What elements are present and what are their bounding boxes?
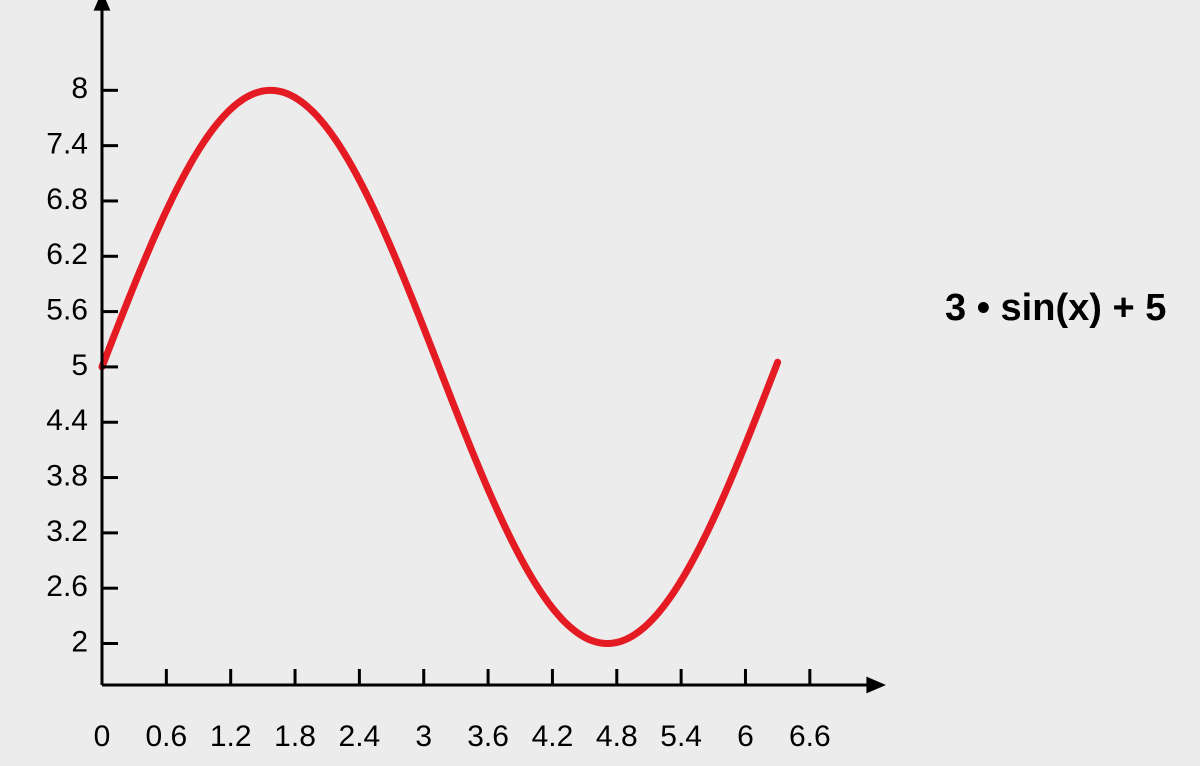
x-tick-label: 1.8 xyxy=(274,720,316,753)
y-tick-label: 6.2 xyxy=(46,238,88,271)
x-tick-label: 3 xyxy=(415,720,432,753)
formula-label: 3 • sin(x) + 5 xyxy=(945,287,1166,329)
x-tick-label: 6.6 xyxy=(789,720,831,753)
x-tick-label: 0 xyxy=(94,720,111,753)
x-tick-label: 2.4 xyxy=(339,720,381,753)
y-tick-label: 2 xyxy=(71,625,88,658)
y-tick-label: 5.6 xyxy=(46,294,88,327)
y-tick-label: 5 xyxy=(71,349,88,382)
x-tick-label: 4.8 xyxy=(596,720,638,753)
chart-background xyxy=(0,0,1200,766)
sine-chart: 0 0.6 1.2 1.8 2.4 3 3.6 4.2 4.8 5.4 6 6.6 2 2.6 3.2 3.8… xyxy=(0,0,1200,766)
x-tick-label: 4.2 xyxy=(532,720,574,753)
y-tick-label: 3.8 xyxy=(46,459,88,492)
x-tick-label: 3.6 xyxy=(467,720,509,753)
y-tick-label: 6.8 xyxy=(46,183,88,216)
x-tick-label: 6 xyxy=(737,720,754,753)
y-tick-label: 2.6 xyxy=(46,570,88,603)
y-tick-label: 4.4 xyxy=(46,404,88,437)
y-tick-label: 7.4 xyxy=(46,128,88,161)
y-tick-label: 8 xyxy=(71,72,88,105)
y-tick-label: 3.2 xyxy=(46,515,88,548)
x-tick-label: 0.6 xyxy=(145,720,187,753)
x-tick-label: 5.4 xyxy=(660,720,702,753)
x-tick-label: 1.2 xyxy=(210,720,252,753)
